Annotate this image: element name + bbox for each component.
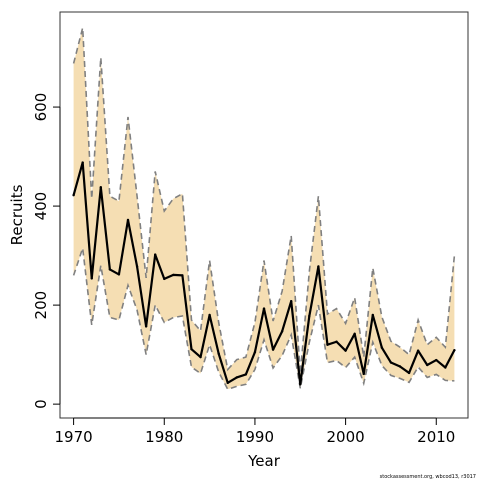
confidence-band	[73, 27, 455, 390]
median-point-1999	[335, 340, 338, 343]
x-tick-label-2000: 2000	[327, 428, 365, 446]
y-tick-label-0: 0	[32, 399, 50, 409]
x-tick-label-2010: 2010	[417, 428, 455, 446]
median-point-2008	[416, 349, 420, 352]
median-point-2010	[435, 358, 438, 362]
median-point-1978	[144, 325, 148, 328]
median-line-layer	[72, 161, 456, 386]
median-point-1975	[117, 273, 121, 276]
median-point-2012	[453, 348, 456, 352]
median-point-1985	[208, 313, 211, 317]
upper-bound-line	[72, 27, 456, 374]
median-point-1986	[217, 352, 220, 355]
median-point-1981	[172, 273, 175, 277]
median-point-1976	[126, 218, 130, 222]
median-point-2007	[407, 371, 411, 375]
median-point-2005	[389, 361, 393, 364]
median-point-1984	[199, 355, 202, 359]
x-tick-label-1990: 1990	[236, 428, 274, 446]
median-point-1996	[308, 314, 311, 318]
median-point-1979	[154, 253, 157, 256]
median-point-1987	[226, 381, 229, 385]
median-point-1998	[326, 343, 329, 346]
median-point-1991	[262, 307, 266, 310]
median-point-1988	[235, 376, 238, 379]
median-point-1983	[190, 347, 193, 351]
x-tick-label-1970: 1970	[55, 428, 93, 446]
footnote-source: stockassessment.org, wbcod13, r3017	[380, 474, 476, 480]
median-point-2004	[380, 346, 384, 349]
median-point-2000	[344, 349, 347, 352]
x-axis: 1970 1980 1990 2000 2010	[55, 417, 455, 446]
median-point-1990	[253, 350, 257, 354]
median-point-1974	[108, 268, 112, 271]
median-point-1997	[317, 265, 320, 268]
median-point-1995	[299, 383, 302, 386]
lower-bound-line	[72, 247, 455, 391]
confidence-bounds-layer	[72, 27, 456, 391]
y-tick-label-600: 600	[32, 93, 50, 122]
confidence-band-layer	[73, 27, 455, 390]
x-axis-title: Year	[247, 452, 281, 470]
y-tick-label-200: 200	[32, 291, 50, 320]
median-point-1970	[72, 194, 75, 197]
median-point-1973	[99, 186, 103, 189]
median-point-2003	[371, 313, 374, 317]
median-point-1992	[271, 348, 275, 351]
median-point-1982	[181, 274, 184, 277]
median-point-2006	[398, 365, 402, 368]
median-point-1971	[81, 161, 84, 164]
x-tick-label-1980: 1980	[145, 428, 183, 446]
median-point-1972	[90, 277, 93, 280]
median-point-1977	[135, 265, 139, 268]
median-point-2001	[353, 332, 356, 336]
median-point-2011	[444, 366, 447, 369]
median-point-2002	[362, 372, 365, 376]
y-axis-title: Recruits	[8, 184, 26, 245]
median-point-1980	[163, 277, 166, 281]
y-axis: 0 200 400 600	[32, 93, 61, 409]
median-point-1993	[280, 330, 284, 333]
median-point-2009	[426, 363, 429, 367]
median-point-1989	[244, 373, 248, 376]
median-point-1994	[290, 299, 293, 303]
y-tick-label-400: 400	[32, 192, 50, 221]
